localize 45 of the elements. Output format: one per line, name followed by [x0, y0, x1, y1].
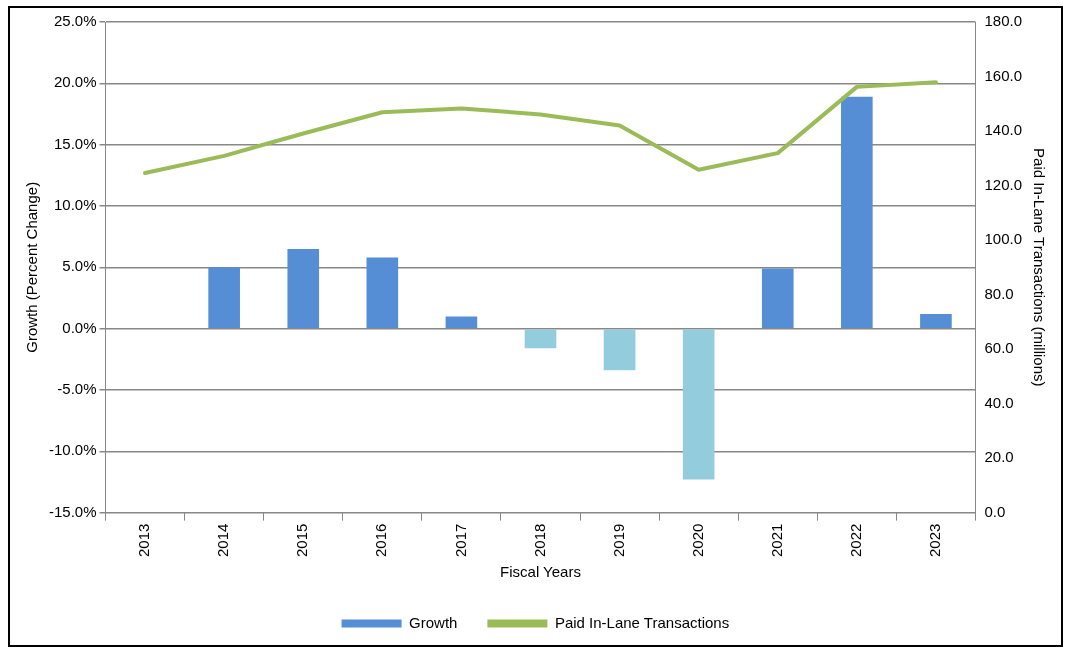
bar	[920, 313, 952, 328]
legend-label: Paid In-Lane Transactions	[554, 613, 730, 631]
bar	[841, 96, 873, 328]
y2-tick-label: 140.0	[984, 121, 1023, 139]
y-tick-label: -10.0%	[49, 441, 97, 459]
y2-axis-title: Paid In-Lane Transactions (millions)	[1030, 148, 1048, 387]
bar	[682, 329, 715, 480]
x-tick-label: 2020	[688, 523, 706, 558]
x-tick-label: 2019	[609, 523, 627, 558]
x-tick-label: 2021	[767, 523, 785, 558]
bar	[761, 268, 794, 328]
y-axis-title: Growth (Percent Change)	[23, 181, 41, 353]
x-tick-label: 2023	[926, 523, 944, 558]
y2-tick-label: 100.0	[984, 230, 1023, 248]
y-tick-label: 10.0%	[53, 196, 97, 214]
y2-tick-label: 60.0	[984, 339, 1014, 357]
bar	[445, 316, 478, 328]
x-tick-label: 2016	[372, 523, 390, 558]
legend-label: Growth	[409, 613, 458, 631]
y2-tick-label: 180.0	[984, 12, 1023, 30]
bar	[603, 329, 636, 371]
y-tick-label: 20.0%	[53, 73, 97, 91]
y-tick-label: 0.0%	[62, 318, 97, 336]
bar	[366, 257, 399, 328]
y2-tick-label: 120.0	[984, 175, 1023, 193]
x-tick-label: 2014	[214, 523, 232, 558]
bar	[524, 329, 557, 349]
x-tick-label: 2015	[293, 523, 311, 558]
y-tick-label: 15.0%	[53, 134, 97, 152]
bar	[287, 248, 320, 328]
y2-tick-label: 20.0	[984, 448, 1014, 466]
y2-tick-label: 80.0	[984, 284, 1014, 302]
y-tick-label: 25.0%	[53, 12, 97, 30]
y-tick-label: -5.0%	[57, 380, 97, 398]
y-tick-label: -15.0%	[49, 502, 97, 520]
y-tick-label: 5.0%	[62, 257, 97, 275]
x-tick-label: 2017	[451, 523, 469, 558]
y2-tick-label: 40.0	[984, 393, 1014, 411]
x-tick-label: 2018	[530, 523, 548, 558]
y2-tick-label: 0.0	[984, 502, 1006, 520]
x-axis-title: Fiscal Years	[500, 563, 581, 581]
y2-tick-label: 160.0	[984, 66, 1023, 84]
bar	[208, 267, 240, 328]
x-tick-label: 2013	[135, 523, 153, 558]
x-tick-label: 2022	[846, 523, 864, 558]
